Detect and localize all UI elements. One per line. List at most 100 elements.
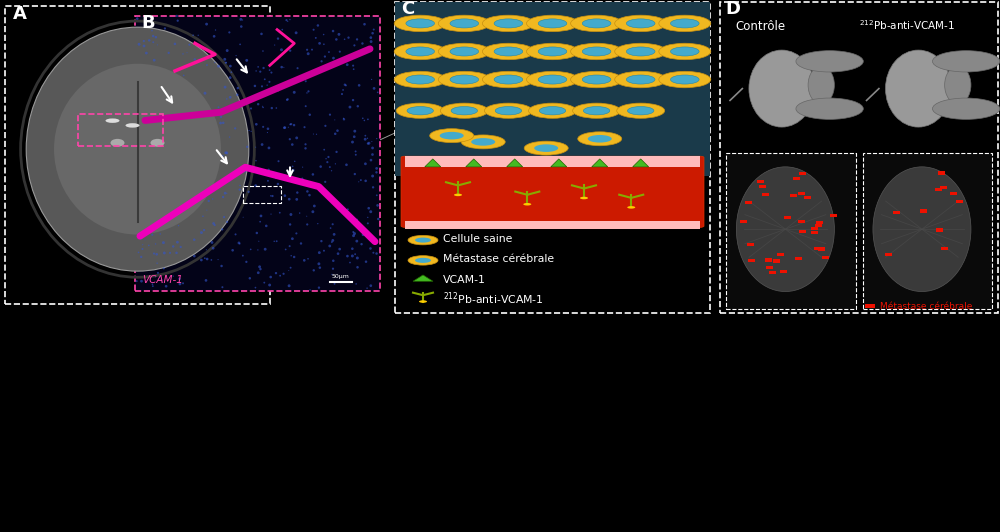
Point xyxy=(203,256,219,264)
Circle shape xyxy=(671,75,699,84)
Circle shape xyxy=(534,144,558,152)
Point xyxy=(247,82,263,90)
Point xyxy=(280,95,296,104)
Bar xyxy=(780,270,787,273)
Circle shape xyxy=(406,47,435,56)
Circle shape xyxy=(450,19,479,28)
Bar xyxy=(938,171,945,174)
Point xyxy=(186,252,202,260)
Point xyxy=(218,59,234,67)
Bar xyxy=(5,6,270,304)
Point xyxy=(360,115,376,123)
Point xyxy=(349,237,365,245)
Point xyxy=(302,286,318,294)
Point xyxy=(131,212,147,221)
Point xyxy=(264,104,280,112)
Point xyxy=(326,230,342,239)
Point xyxy=(213,112,229,121)
Circle shape xyxy=(626,75,655,84)
Point xyxy=(353,176,369,185)
Point xyxy=(152,142,168,151)
Point xyxy=(305,130,321,138)
Point xyxy=(364,75,380,84)
Point xyxy=(316,145,332,154)
Ellipse shape xyxy=(873,167,971,292)
Point xyxy=(215,152,231,160)
Point xyxy=(341,34,357,42)
Point xyxy=(199,61,215,69)
Point xyxy=(370,215,386,223)
Point xyxy=(156,84,172,92)
Point xyxy=(201,197,217,205)
Point xyxy=(180,131,196,140)
Point xyxy=(219,218,235,226)
Point xyxy=(324,238,340,246)
Circle shape xyxy=(523,203,531,205)
Circle shape xyxy=(415,238,431,243)
Bar xyxy=(950,192,957,195)
Point xyxy=(311,248,327,257)
Point xyxy=(348,151,364,159)
Point xyxy=(133,62,149,71)
Point xyxy=(248,181,264,190)
Point xyxy=(337,35,353,44)
Point xyxy=(151,70,167,78)
Point xyxy=(289,195,305,204)
Point xyxy=(304,45,320,54)
Point xyxy=(210,140,226,149)
Polygon shape xyxy=(466,159,482,167)
Bar xyxy=(745,201,752,204)
Point xyxy=(344,252,360,260)
Text: B: B xyxy=(141,14,155,32)
Point xyxy=(363,34,379,42)
Point xyxy=(363,207,379,216)
Point xyxy=(235,213,251,221)
Point xyxy=(310,219,326,228)
Circle shape xyxy=(526,43,578,60)
Bar xyxy=(940,186,947,189)
Point xyxy=(285,174,301,182)
Point xyxy=(351,81,367,89)
Point xyxy=(274,26,290,34)
Text: (en gris) dans les groupes contrôle et traité au ²¹²Pb-anti-VCAM-1.: (en gris) dans les groupes contrôle et t… xyxy=(18,493,440,506)
Point xyxy=(205,124,221,133)
Point xyxy=(155,216,171,225)
Point xyxy=(196,177,212,186)
Point xyxy=(263,273,279,281)
Point xyxy=(313,237,329,245)
Point xyxy=(129,277,145,285)
Point xyxy=(193,228,209,237)
Point xyxy=(281,281,297,290)
Point xyxy=(358,177,374,185)
Point xyxy=(358,257,374,266)
Bar xyxy=(936,229,943,231)
Point xyxy=(217,83,233,92)
Point xyxy=(205,244,221,253)
Point xyxy=(179,48,195,57)
Point xyxy=(282,242,298,251)
Bar xyxy=(798,192,805,195)
Circle shape xyxy=(394,15,446,31)
Point xyxy=(150,269,166,277)
Point xyxy=(327,160,343,168)
Circle shape xyxy=(440,132,464,139)
Point xyxy=(156,223,172,232)
Point xyxy=(172,74,188,83)
Point xyxy=(271,157,287,165)
Point xyxy=(305,170,321,179)
Circle shape xyxy=(438,71,490,88)
Point xyxy=(316,246,332,255)
Point xyxy=(189,198,205,207)
Point xyxy=(274,63,290,71)
Point xyxy=(294,174,310,183)
Text: $^{212}$Pb-anti-VCAM-1: $^{212}$Pb-anti-VCAM-1 xyxy=(443,290,544,307)
Point xyxy=(161,219,177,227)
Point xyxy=(193,256,209,264)
Circle shape xyxy=(482,15,534,31)
Point xyxy=(173,211,189,219)
Point xyxy=(134,245,150,253)
Point xyxy=(263,192,279,200)
Bar xyxy=(748,259,755,262)
Bar xyxy=(765,259,772,262)
Point xyxy=(154,172,170,180)
